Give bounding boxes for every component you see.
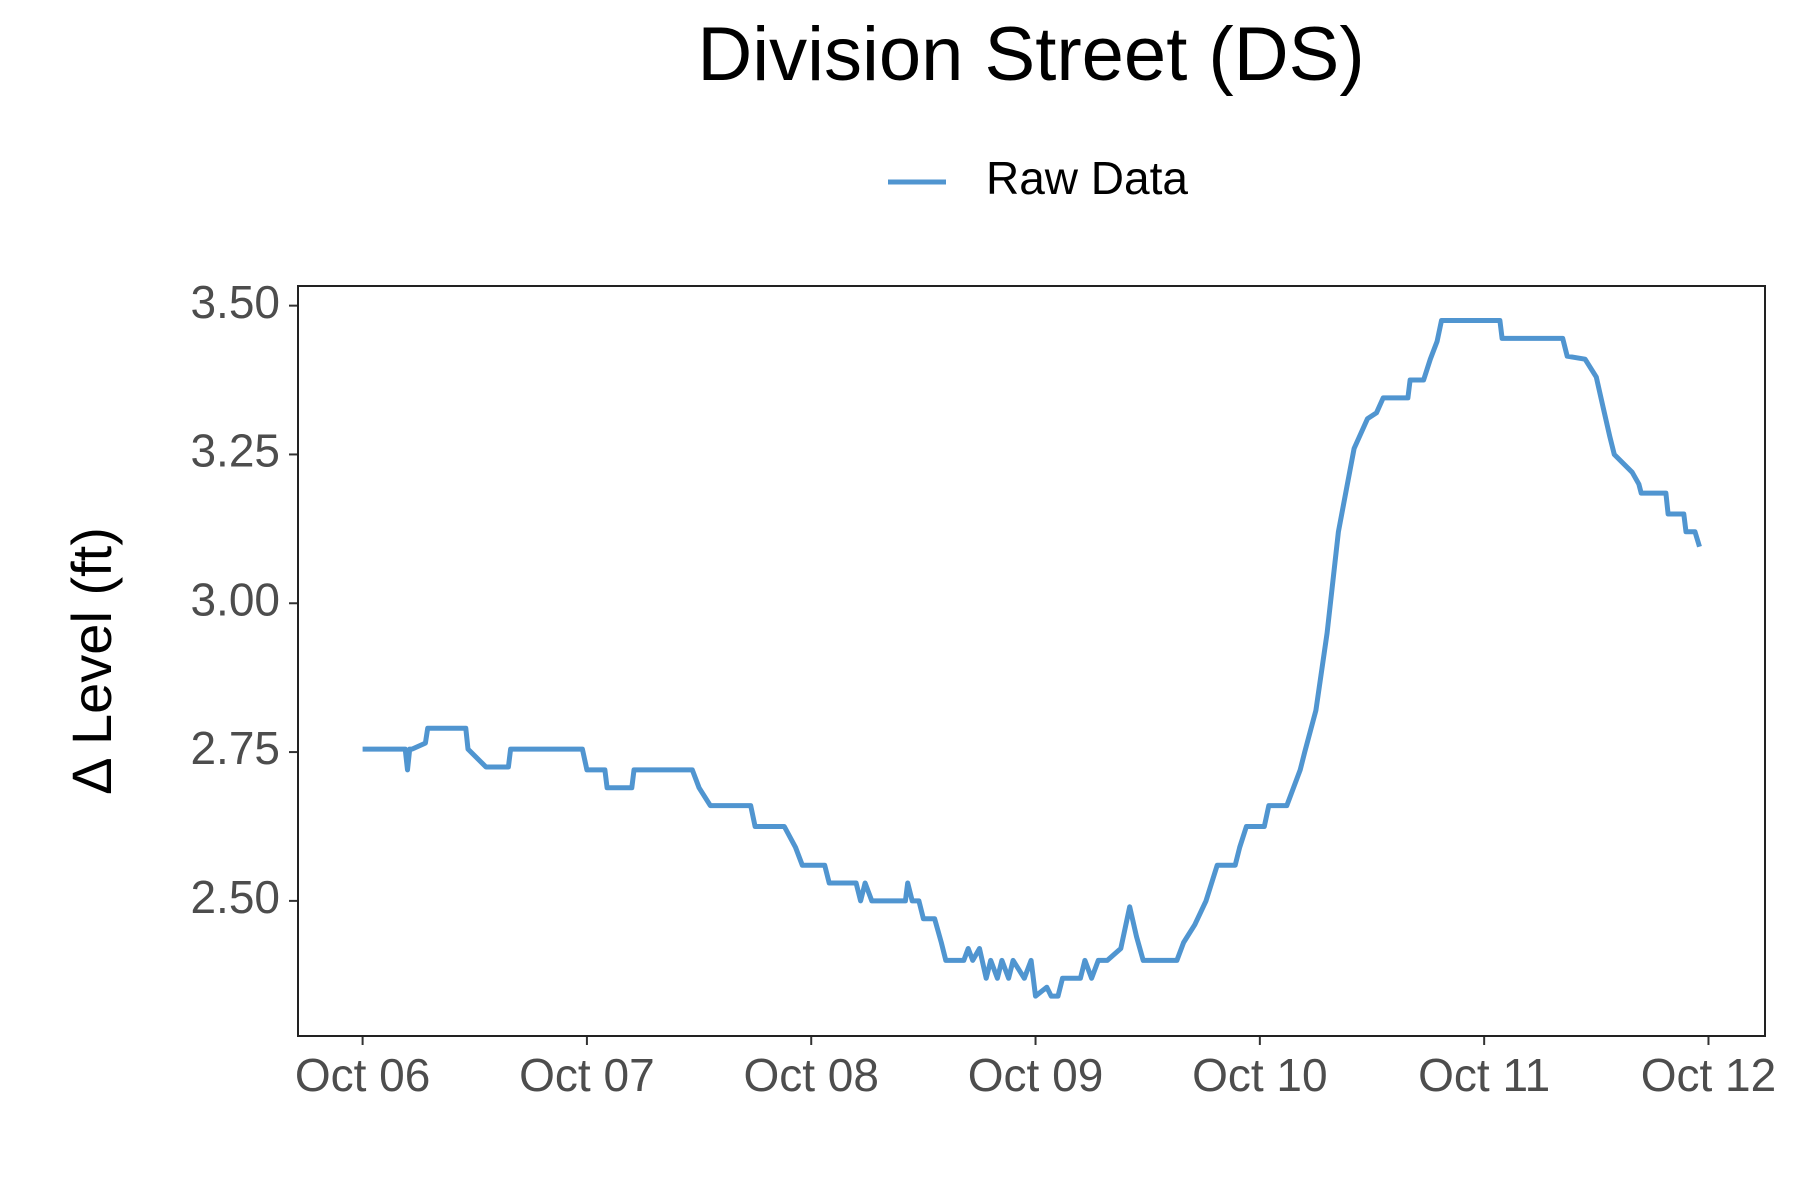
x-tick-label: Oct 09 (968, 1049, 1104, 1101)
y-tick-label: 2.75 (190, 722, 280, 774)
x-tick-label: Oct 06 (295, 1049, 431, 1101)
x-tick-label: Oct 10 (1192, 1049, 1328, 1101)
x-tick-label: Oct 11 (1418, 1049, 1550, 1101)
y-axis-title: Δ Level (ft) (60, 527, 123, 795)
x-tick-label: Oct 07 (519, 1049, 655, 1101)
data-line (362, 318, 1702, 999)
y-tick-label: 2.50 (190, 871, 280, 923)
chart-title: Division Street (DS) (697, 12, 1364, 97)
x-tick-label: Oct 08 (743, 1049, 879, 1101)
y-tick-label: 3.00 (190, 573, 280, 625)
y-tick-label: 3.50 (190, 276, 280, 328)
legend-label: Raw Data (986, 152, 1188, 204)
plot-border (297, 285, 1766, 1037)
y-tick-label: 3.25 (190, 425, 280, 477)
x-tick-label: Oct 12 (1641, 1049, 1777, 1101)
